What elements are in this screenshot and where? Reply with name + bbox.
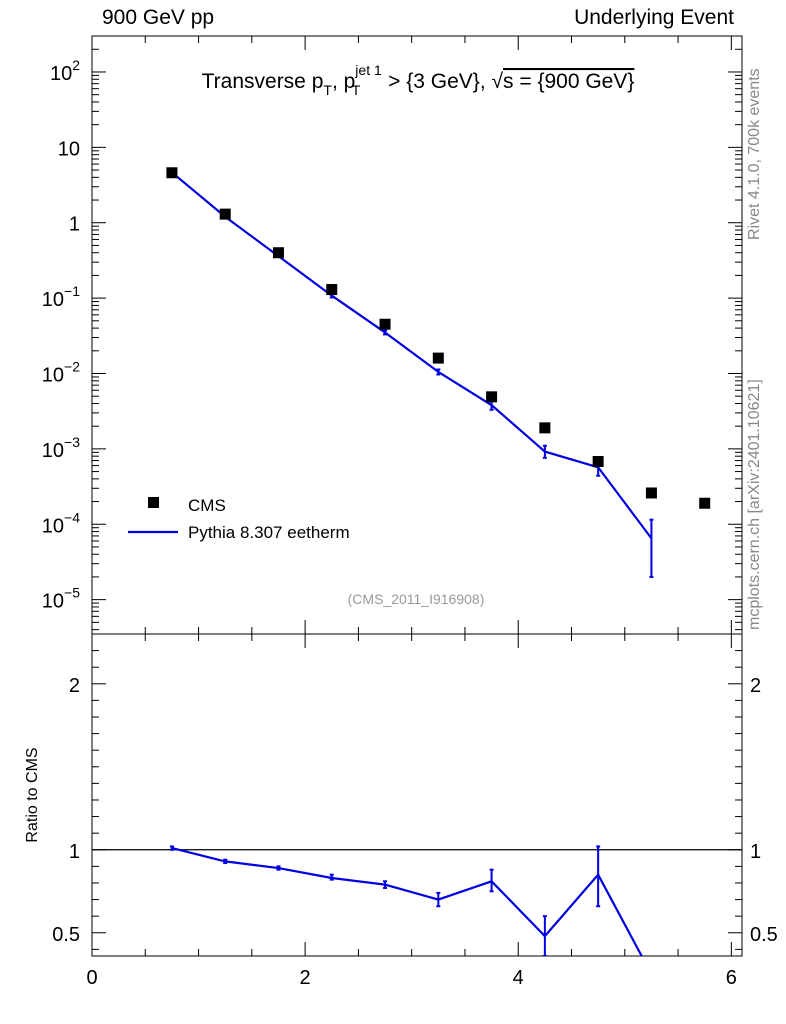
cms-data-point [379,318,391,330]
ratio-y-tick-label-right: 0.5 [750,924,778,946]
ratio-series-line [171,847,643,956]
cms-data-point [166,167,178,179]
y-tick-label: 10−5 [42,585,80,613]
ratio-plot: 0.5 0.5 1 1 2 2 0 2 4 6 [52,633,778,989]
title-sup-2: jet 1 [354,62,382,78]
legend-label-cms: CMS [188,496,226,515]
title-sub-2: T [352,82,361,98]
y-tick-label: 10−1 [42,283,80,311]
cms-data-point [645,487,657,499]
title-sub-1: T [323,82,332,98]
mc-series-line [171,171,653,540]
ratio-y-axis-label: Ratio to CMS [24,747,41,842]
header-left-label: 900 GeV pp [102,6,215,29]
cms-data-point [486,391,498,403]
ratio-y-tick-label-right: 2 [750,675,761,697]
title-part-4: s = {900 GeV} [503,70,634,93]
y-tick-label: 10 [58,138,80,160]
cms-data-point [432,352,444,364]
ratio-data-clip [169,845,643,956]
legend-marker-cms [148,497,159,508]
ratio-y-tick-label-left: 1 [69,841,80,863]
y-tick-label: 10−3 [42,434,80,462]
y-tick-label: 1 [69,214,80,236]
cms-data-point [539,422,551,434]
legend-label-mc: Pythia 8.307 eetherm [188,523,350,542]
cms-data-point [592,455,604,467]
title-sqrt: √ [492,70,504,93]
title-part-1: Transverse p [202,70,324,93]
title-part-3: > {3 GeV}, [382,70,491,93]
ratio-y-tick-label-left: 2 [69,675,80,697]
cms-data-point [699,497,711,509]
y-tick-label: 10−4 [42,509,80,537]
cms-data-point [326,284,338,296]
watermark-analysis: (CMS_2011_I916908) [348,591,485,607]
cms-data-point [272,247,284,259]
main-plot: 102 10 1 10−1 10−2 10−3 10−4 10−5 CMS Pythia 8.30… [42,35,743,635]
x-tick-label: 6 [726,967,737,989]
title-part-2: , p [332,70,355,93]
x-tick-label: 4 [513,967,524,989]
y-tick-label: 102 [50,57,80,85]
header-right-label: Underlying Event [574,6,734,29]
y-tick-label: 10−2 [42,358,80,386]
cms-data-point [219,208,231,220]
ratio-plot-frame [91,633,743,957]
ratio-y-tick-label-left: 0.5 [52,924,80,946]
main-data-clip [166,167,711,578]
ratio-y-tick-label-right: 1 [750,841,761,863]
x-tick-label: 2 [300,967,311,989]
main-plot-frame [91,35,743,635]
x-tick-label: 0 [86,967,97,989]
